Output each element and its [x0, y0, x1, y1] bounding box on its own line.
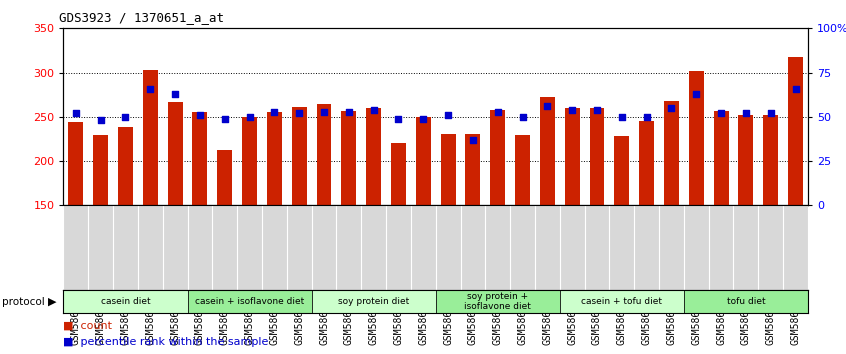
Bar	[788, 57, 803, 205]
Bar	[242, 117, 257, 205]
Point	[665, 105, 678, 111]
Text: protocol: protocol	[2, 297, 45, 307]
Bar	[739, 115, 753, 205]
Point	[615, 114, 629, 120]
Bar	[689, 71, 704, 205]
Bar	[193, 113, 207, 205]
Bar	[267, 113, 282, 205]
Point	[416, 116, 430, 121]
Point	[739, 110, 753, 116]
Bar	[188, 290, 311, 313]
Bar	[714, 110, 728, 205]
Bar	[311, 290, 436, 313]
Bar	[436, 290, 560, 313]
Point	[293, 110, 306, 116]
Point	[689, 91, 703, 97]
Bar	[540, 97, 555, 205]
Point	[94, 118, 107, 123]
Point	[442, 112, 455, 118]
Bar	[292, 107, 306, 205]
Point	[640, 114, 653, 120]
Bar	[118, 127, 133, 205]
Bar	[491, 110, 505, 205]
Point	[591, 107, 604, 113]
Bar	[640, 121, 654, 205]
Point	[193, 112, 206, 118]
Bar	[366, 108, 381, 205]
Text: ■  percentile rank within the sample: ■ percentile rank within the sample	[63, 337, 269, 347]
Text: ▶: ▶	[48, 297, 57, 307]
Point	[565, 107, 579, 113]
Bar	[441, 133, 455, 205]
Bar	[391, 143, 406, 205]
Bar	[69, 122, 83, 205]
Point	[367, 107, 381, 113]
Text: GDS3923 / 1370651_a_at: GDS3923 / 1370651_a_at	[59, 11, 224, 24]
Bar	[143, 70, 157, 205]
Point	[764, 110, 777, 116]
Bar	[590, 108, 604, 205]
Point	[491, 109, 504, 114]
Point	[788, 86, 802, 91]
Bar	[63, 290, 188, 313]
Text: soy protein +
isoflavone diet: soy protein + isoflavone diet	[464, 292, 531, 312]
Text: casein diet: casein diet	[101, 297, 151, 306]
Bar	[614, 136, 629, 205]
Point	[466, 137, 480, 143]
Point	[243, 114, 256, 120]
Point	[144, 86, 157, 91]
Bar	[565, 108, 580, 205]
Bar	[763, 115, 778, 205]
Bar	[93, 135, 108, 205]
Point	[516, 114, 530, 120]
Bar	[560, 290, 684, 313]
Bar	[664, 101, 678, 205]
Bar	[684, 290, 808, 313]
Point	[714, 110, 728, 116]
Bar	[465, 133, 481, 205]
Bar	[168, 102, 183, 205]
Point	[392, 116, 405, 121]
Text: casein + isoflavone diet: casein + isoflavone diet	[195, 297, 305, 306]
Point	[168, 91, 182, 97]
Point	[267, 109, 281, 114]
Bar	[416, 117, 431, 205]
Point	[118, 114, 132, 120]
Text: tofu diet: tofu diet	[727, 297, 765, 306]
Point	[69, 110, 83, 116]
Text: casein + tofu diet: casein + tofu diet	[581, 297, 662, 306]
Bar	[342, 110, 356, 205]
Point	[342, 109, 355, 114]
Point	[218, 116, 232, 121]
Text: soy protein diet: soy protein diet	[338, 297, 409, 306]
Text: ■  count: ■ count	[63, 321, 113, 331]
Point	[541, 103, 554, 109]
Bar	[316, 103, 332, 205]
Point	[317, 109, 331, 114]
Bar	[515, 135, 530, 205]
Bar	[217, 150, 232, 205]
